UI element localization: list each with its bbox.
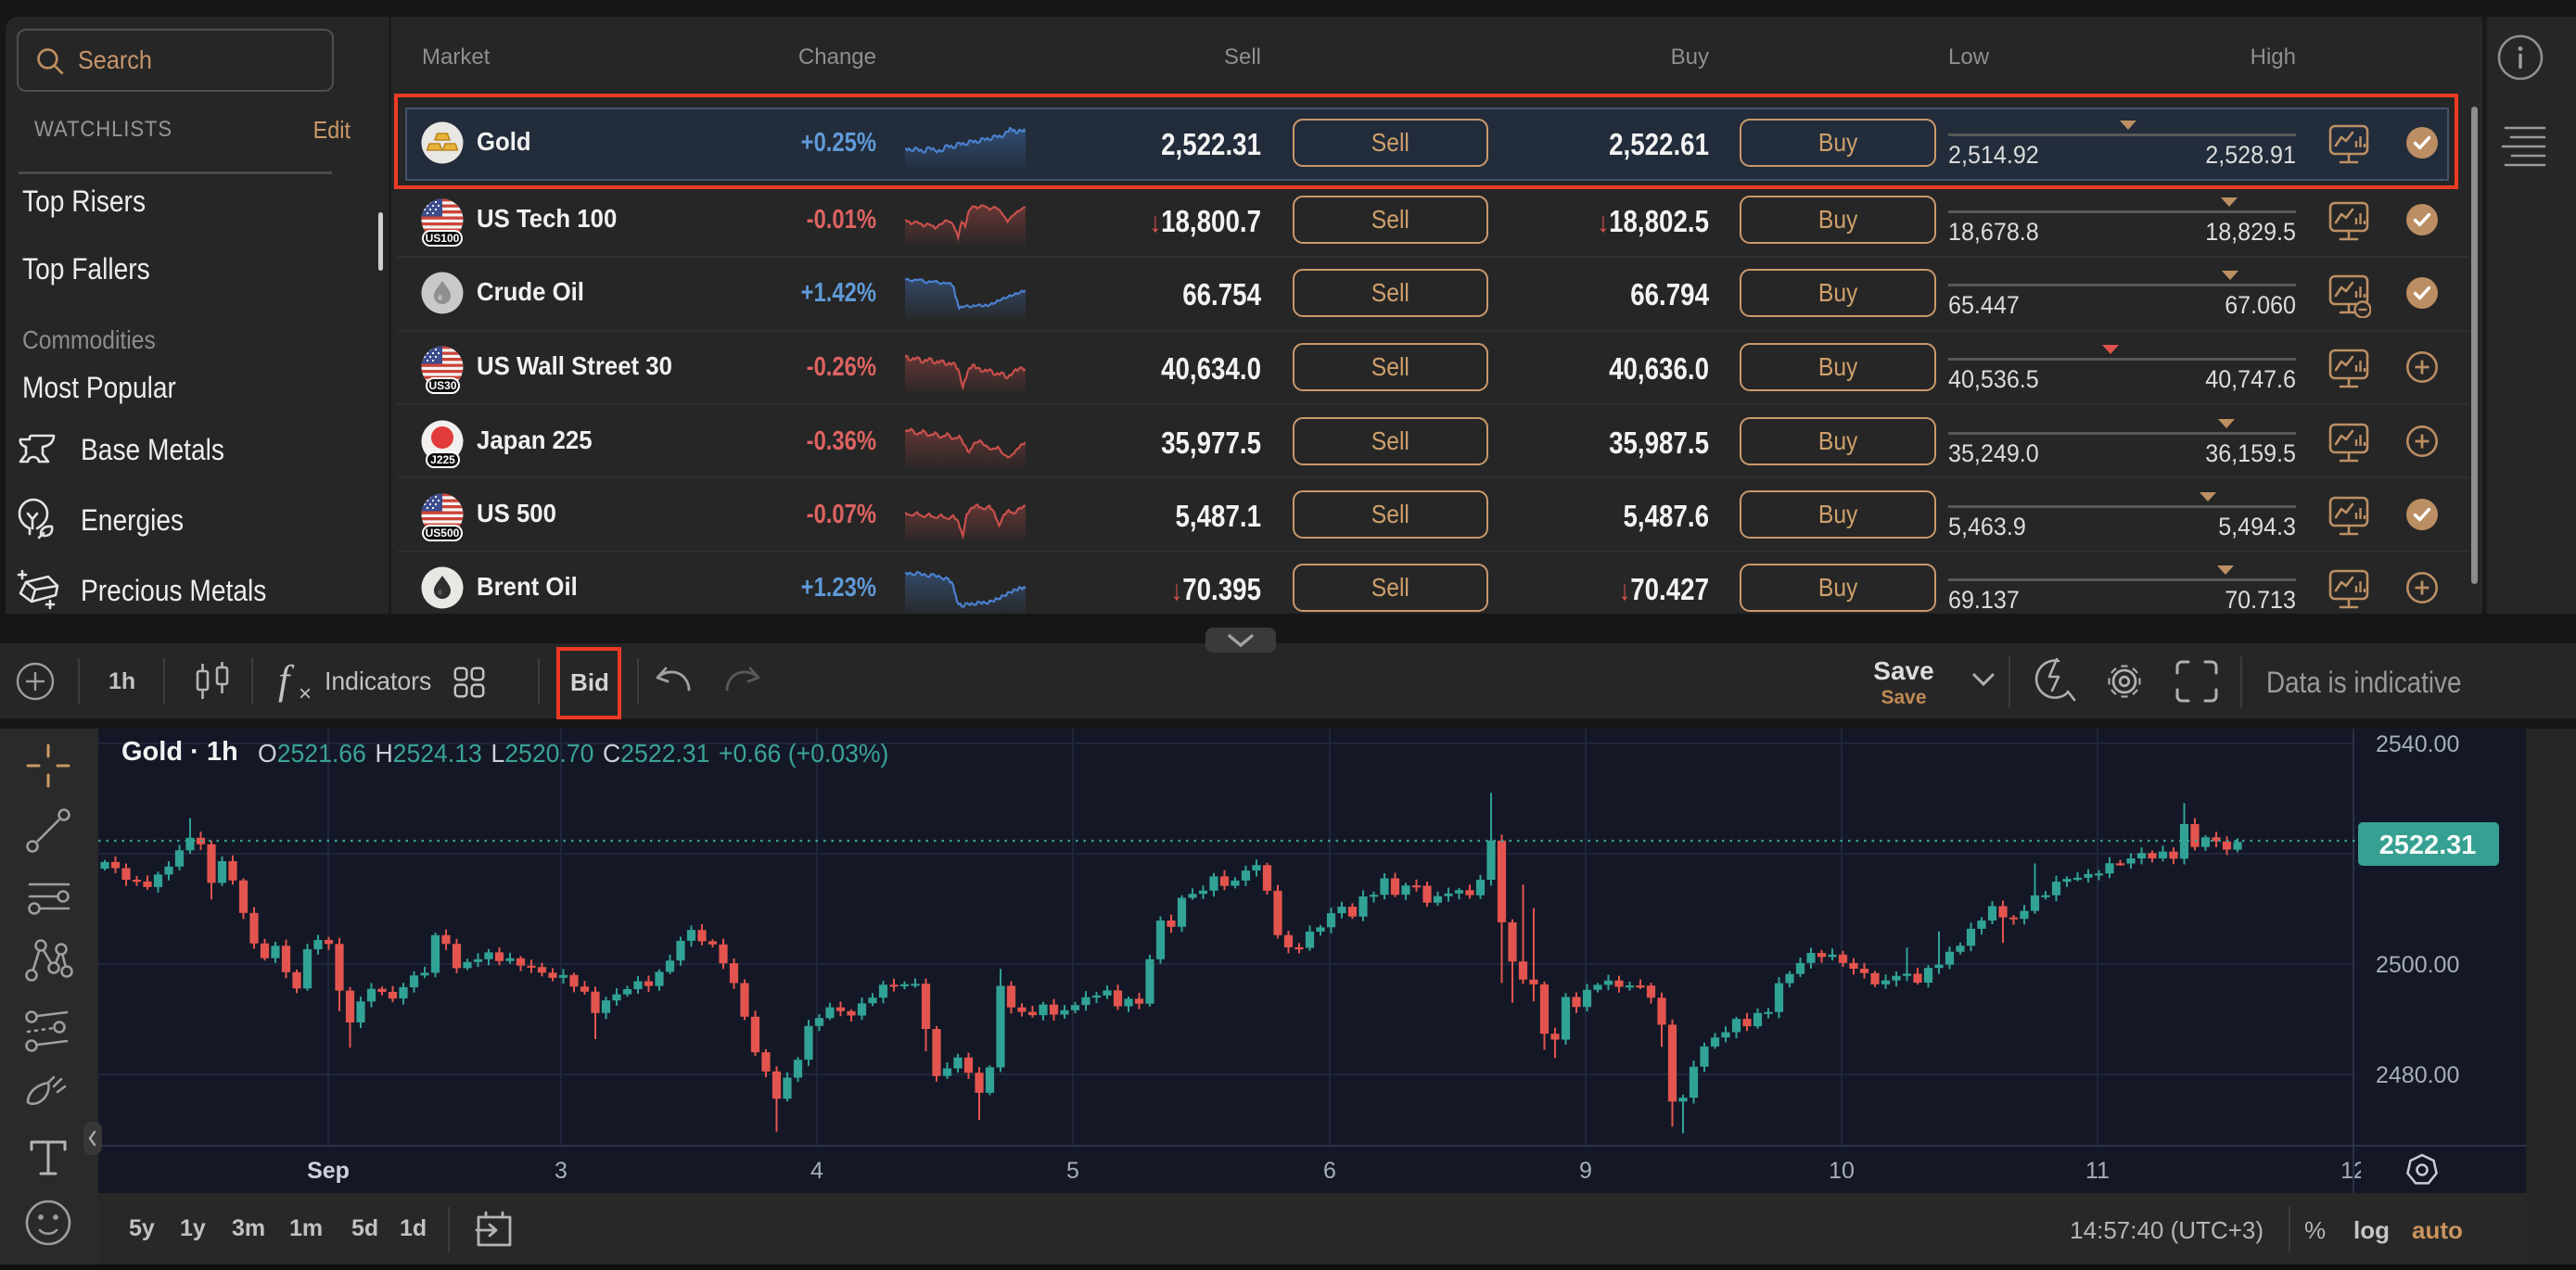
svg-text:5: 5	[1066, 1158, 1079, 1184]
svg-text:10: 10	[1829, 1158, 1855, 1184]
svg-text:2522.31: 2522.31	[2379, 831, 2477, 860]
svg-text:6: 6	[1323, 1158, 1336, 1184]
svg-text:2500.00: 2500.00	[2376, 952, 2459, 978]
svg-text:4: 4	[810, 1158, 823, 1184]
svg-text:11: 11	[2085, 1158, 2110, 1184]
svg-text:2540.00: 2540.00	[2376, 731, 2459, 757]
svg-text:9: 9	[1579, 1158, 1592, 1184]
svg-text:2480.00: 2480.00	[2376, 1062, 2459, 1088]
svg-text:3: 3	[555, 1158, 567, 1184]
svg-text:Sep: Sep	[307, 1158, 350, 1184]
svg-text:12: 12	[2340, 1158, 2366, 1184]
